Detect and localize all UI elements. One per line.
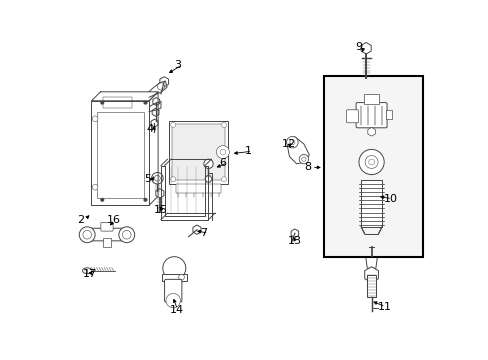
Circle shape — [289, 140, 294, 145]
Circle shape — [101, 101, 104, 104]
Ellipse shape — [82, 268, 92, 274]
Text: 12: 12 — [281, 139, 295, 149]
Polygon shape — [160, 77, 168, 87]
FancyBboxPatch shape — [162, 274, 186, 281]
FancyBboxPatch shape — [361, 180, 381, 227]
Polygon shape — [156, 189, 163, 198]
Text: 6: 6 — [219, 158, 226, 168]
Circle shape — [220, 149, 225, 155]
Polygon shape — [361, 42, 370, 54]
Circle shape — [92, 184, 98, 190]
Circle shape — [119, 227, 134, 243]
Circle shape — [154, 175, 160, 181]
Circle shape — [365, 156, 377, 168]
Polygon shape — [290, 229, 298, 238]
FancyBboxPatch shape — [101, 222, 113, 231]
Text: 13: 13 — [287, 236, 301, 246]
FancyBboxPatch shape — [176, 184, 221, 193]
Text: 7: 7 — [200, 228, 207, 238]
Polygon shape — [151, 119, 158, 127]
Circle shape — [170, 177, 175, 182]
Circle shape — [221, 177, 226, 182]
Polygon shape — [367, 127, 375, 136]
FancyBboxPatch shape — [323, 76, 422, 257]
Text: 15: 15 — [153, 204, 167, 215]
FancyBboxPatch shape — [385, 110, 391, 119]
FancyBboxPatch shape — [164, 279, 182, 302]
Text: 8: 8 — [303, 162, 310, 172]
Circle shape — [358, 149, 384, 175]
Text: 5: 5 — [144, 174, 151, 184]
Circle shape — [82, 230, 91, 239]
FancyBboxPatch shape — [172, 124, 224, 180]
Circle shape — [143, 198, 147, 202]
Text: 10: 10 — [384, 194, 397, 204]
Circle shape — [92, 116, 98, 122]
Circle shape — [151, 172, 163, 184]
Circle shape — [368, 159, 374, 165]
FancyBboxPatch shape — [355, 103, 386, 128]
Text: 14: 14 — [169, 305, 183, 315]
FancyBboxPatch shape — [346, 110, 358, 123]
FancyBboxPatch shape — [366, 275, 375, 297]
Text: 4: 4 — [146, 124, 153, 134]
Text: 3: 3 — [174, 60, 181, 70]
Circle shape — [365, 156, 377, 168]
Circle shape — [286, 136, 298, 148]
Circle shape — [216, 145, 229, 158]
Circle shape — [299, 154, 308, 164]
Circle shape — [178, 274, 184, 280]
Circle shape — [170, 122, 175, 127]
Circle shape — [122, 230, 131, 239]
Text: 16: 16 — [107, 215, 121, 225]
Text: 9: 9 — [355, 42, 362, 52]
Polygon shape — [204, 176, 212, 182]
Circle shape — [79, 227, 95, 243]
Polygon shape — [193, 225, 201, 234]
FancyBboxPatch shape — [103, 238, 110, 247]
FancyBboxPatch shape — [83, 228, 130, 241]
Circle shape — [368, 159, 374, 165]
Polygon shape — [365, 256, 377, 268]
Circle shape — [101, 198, 104, 202]
FancyBboxPatch shape — [97, 112, 143, 198]
Text: 1: 1 — [244, 146, 251, 156]
Circle shape — [358, 149, 384, 175]
Polygon shape — [153, 98, 160, 105]
Circle shape — [166, 293, 180, 308]
Circle shape — [221, 122, 226, 127]
Polygon shape — [287, 137, 309, 164]
Polygon shape — [152, 108, 159, 116]
Circle shape — [163, 257, 185, 280]
Polygon shape — [367, 127, 375, 136]
Circle shape — [157, 83, 164, 90]
Circle shape — [301, 157, 305, 161]
FancyBboxPatch shape — [346, 110, 358, 123]
FancyBboxPatch shape — [355, 103, 386, 128]
Circle shape — [203, 159, 213, 168]
Text: 2: 2 — [77, 215, 84, 225]
Circle shape — [143, 101, 147, 104]
FancyBboxPatch shape — [103, 97, 132, 108]
FancyBboxPatch shape — [361, 180, 381, 227]
Text: 17: 17 — [82, 269, 97, 279]
FancyBboxPatch shape — [168, 121, 228, 184]
FancyBboxPatch shape — [364, 94, 378, 104]
Polygon shape — [364, 267, 378, 283]
FancyBboxPatch shape — [364, 94, 378, 104]
FancyBboxPatch shape — [385, 110, 391, 119]
Text: 11: 11 — [377, 302, 391, 312]
